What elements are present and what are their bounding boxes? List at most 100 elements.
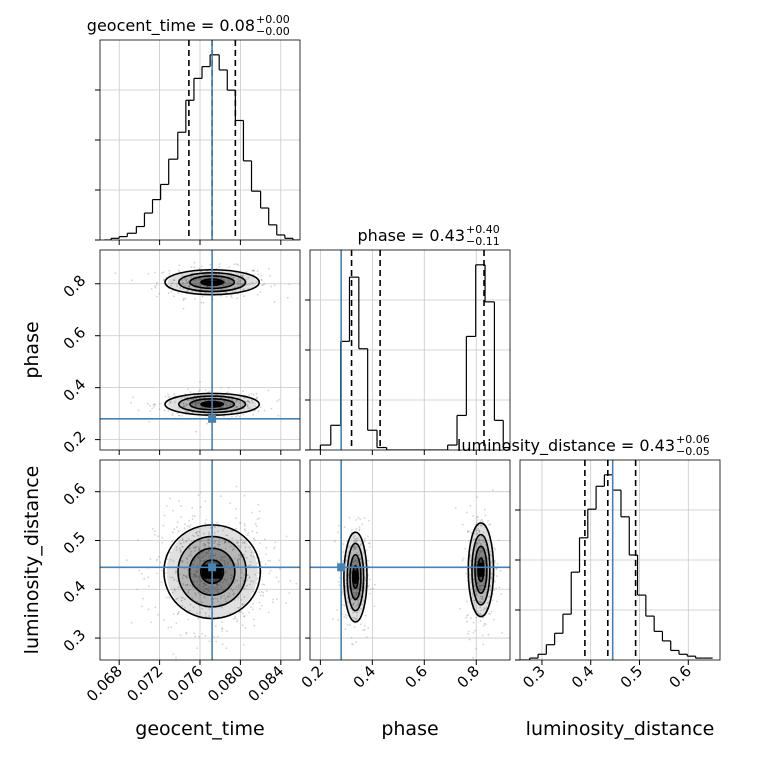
sample-point <box>227 279 230 282</box>
sample-point <box>241 275 244 278</box>
sample-point <box>227 387 230 389</box>
sample-point <box>243 397 246 399</box>
sample-point <box>472 632 475 634</box>
sample-point <box>189 552 192 555</box>
sample-point <box>209 552 212 555</box>
sample-point <box>178 500 180 503</box>
sample-point <box>183 402 185 405</box>
sample-point <box>477 612 480 615</box>
sample-point <box>235 620 238 623</box>
sample-point <box>186 583 189 586</box>
sample-point <box>231 549 234 551</box>
sample-point <box>261 284 264 287</box>
sample-point <box>197 390 200 393</box>
sample-point <box>243 587 246 590</box>
sample-point <box>237 278 240 280</box>
sample-point <box>252 413 255 416</box>
ytick-label-luminosity_distance-1: 0.4 <box>60 577 90 607</box>
sample-point <box>240 283 243 286</box>
sample-point <box>469 505 472 507</box>
sample-point <box>221 606 224 609</box>
sample-point <box>278 559 281 562</box>
sample-point <box>353 548 355 551</box>
sample-point <box>273 547 275 550</box>
sample-point <box>171 591 174 594</box>
sample-point <box>217 288 220 291</box>
sample-point <box>237 273 240 275</box>
sample-point <box>230 574 233 576</box>
sample-point <box>217 545 220 548</box>
sample-point <box>180 599 183 602</box>
sample-point <box>207 549 210 552</box>
sample-point <box>173 528 176 531</box>
sample-point <box>337 619 339 621</box>
sample-point <box>169 400 172 403</box>
ytick-label-luminosity_distance-2: 0.5 <box>60 528 90 558</box>
sample-point <box>184 277 186 280</box>
sample-point <box>236 297 239 300</box>
sample-point <box>147 273 150 275</box>
sample-point <box>180 516 183 518</box>
sample-point <box>179 551 182 554</box>
sample-point <box>355 519 358 521</box>
sample-point <box>186 576 188 578</box>
sample-point <box>208 531 211 534</box>
sample-point <box>179 542 182 545</box>
x-axis-label-luminosity_distance: luminosity_distance <box>526 718 715 740</box>
sample-point <box>240 538 243 541</box>
sample-point <box>235 485 238 488</box>
sample-point <box>161 541 164 544</box>
sample-point <box>347 574 350 577</box>
sample-point <box>216 543 219 546</box>
sample-point <box>227 563 230 565</box>
sample-point <box>244 627 247 629</box>
sample-point <box>231 403 234 406</box>
sample-point <box>224 572 227 574</box>
sample-point <box>183 404 186 407</box>
sample-point <box>353 591 355 594</box>
sample-point <box>214 554 217 557</box>
sample-point <box>182 283 184 286</box>
sample-point <box>354 617 357 620</box>
sample-point <box>197 576 200 579</box>
panel-title-phase: phase = 0.43 +0.40−0.11 <box>358 223 500 248</box>
sample-point <box>476 593 478 596</box>
sample-point <box>494 559 496 562</box>
sample-point <box>230 577 233 580</box>
sample-point <box>473 599 476 602</box>
sample-point <box>247 404 249 407</box>
sample-point <box>154 534 156 536</box>
sample-point <box>130 621 133 624</box>
sample-point <box>182 574 185 577</box>
sample-point <box>481 550 484 552</box>
sample-point <box>237 264 240 266</box>
sample-point <box>238 282 241 285</box>
sample-point <box>231 276 234 279</box>
sample-point <box>224 564 226 566</box>
sample-point <box>209 526 212 529</box>
sample-point <box>230 411 233 414</box>
sample-point <box>352 561 355 563</box>
sample-point <box>207 399 210 402</box>
sample-point <box>373 605 376 607</box>
sample-point <box>189 399 192 401</box>
panel-title-geocent_time: geocent_time = 0.08 +0.00−0.00 <box>87 13 290 38</box>
sample-point <box>169 401 172 404</box>
sample-point <box>338 584 341 587</box>
sample-point <box>177 291 180 294</box>
sample-point <box>186 403 189 406</box>
sample-point <box>194 573 196 576</box>
sample-point <box>478 584 481 587</box>
sample-point <box>260 591 263 593</box>
sample-point <box>213 580 216 583</box>
title-lower-error-geocent_time: −0.00 <box>256 25 290 38</box>
sample-point <box>268 267 270 270</box>
sample-point <box>196 530 199 533</box>
sample-point <box>187 574 190 577</box>
sample-point <box>219 559 222 561</box>
sample-point <box>225 404 228 407</box>
sample-point <box>255 405 257 408</box>
sample-point <box>201 556 204 559</box>
sample-point <box>243 295 245 297</box>
sample-point <box>361 603 364 606</box>
